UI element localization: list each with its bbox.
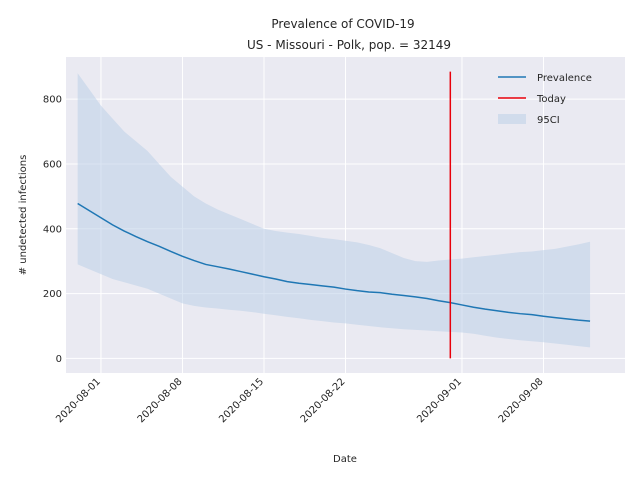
legend-label-prevalence: Prevalence	[537, 73, 592, 84]
y-tick-label: 400	[43, 224, 62, 235]
y-tick-labels: 0 200 400 600 800	[43, 95, 62, 365]
y-tick-label: 600	[43, 159, 62, 170]
prevalence-line	[77, 202, 591, 322]
y-tick-label: 800	[43, 95, 62, 106]
x-axis-label: Date	[333, 454, 357, 465]
chart-subtitle: US - Missouri - Polk, pop. = 32149	[247, 38, 451, 52]
legend: Prevalence Today 95CI	[498, 73, 592, 126]
y-axis-label: # undetected infections	[18, 155, 29, 276]
ci-band	[77, 73, 591, 348]
legend-label-95ci: 95CI	[537, 115, 560, 126]
y-tick-label: 200	[43, 289, 62, 300]
y-tick-label: 0	[56, 354, 62, 365]
chart-title: Prevalence of COVID-19	[271, 17, 414, 31]
legend-swatch-95ci	[498, 114, 526, 124]
legend-label-today: Today	[536, 94, 566, 105]
